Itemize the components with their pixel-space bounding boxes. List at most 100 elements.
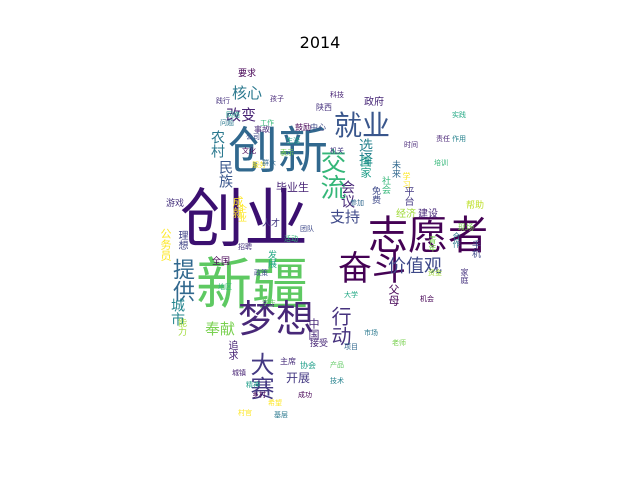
cloud-word: 协会 <box>300 361 316 370</box>
cloud-word: 作用 <box>452 135 466 143</box>
cloud-word: 实践 <box>452 111 466 119</box>
cloud-word: 乡村 <box>252 391 266 399</box>
cloud-word: 父母 <box>387 284 400 306</box>
cloud-word: 孩子 <box>270 95 284 103</box>
cloud-word: 免费 <box>370 186 380 204</box>
cloud-word: 经济 <box>396 209 416 220</box>
cloud-word: 支持 <box>330 208 361 226</box>
cloud-word: 会议 <box>339 180 355 208</box>
cloud-word: 全国 <box>212 257 231 267</box>
cloud-word: 机会 <box>420 295 434 303</box>
cloud-word: 现场 <box>458 223 474 232</box>
cloud-word: 老师 <box>392 339 406 347</box>
cloud-word: 机关 <box>330 147 344 155</box>
cloud-word: 核心 <box>232 84 263 102</box>
cloud-word: 企业 <box>236 204 246 222</box>
cloud-word: 人才 <box>262 219 281 229</box>
cloud-word: 行动 <box>328 306 352 346</box>
cloud-word: 学生 <box>262 299 276 307</box>
cloud-word: 志愿者 <box>368 213 488 259</box>
cloud-word: 改变 <box>226 106 257 124</box>
cloud-word: 公务员 <box>159 228 172 261</box>
cloud-word: 践行 <box>216 97 230 105</box>
cloud-word: 帮助 <box>466 201 485 211</box>
cloud-word: 学习 <box>402 172 411 188</box>
cloud-word: 活动 <box>284 235 298 243</box>
cloud-word: 创业 <box>180 183 308 257</box>
cloud-word: 大学 <box>344 291 358 299</box>
cloud-word: 接受 <box>310 339 329 349</box>
cloud-word: 奉献 <box>205 320 236 338</box>
cloud-word: 创新 <box>228 122 328 180</box>
cloud-word: 理想 <box>176 230 187 250</box>
cloud-word: 项目 <box>344 343 358 351</box>
cloud-word: 网络 <box>226 111 240 119</box>
cloud-word: 政府 <box>364 97 384 108</box>
cloud-word: 地区 <box>218 283 232 291</box>
cloud-word: 时间 <box>404 141 418 149</box>
cloud-word: 要求 <box>238 69 257 79</box>
cloud-word: 市场 <box>364 329 378 337</box>
cloud-word: 村官 <box>238 409 252 417</box>
cloud-word: 鼓励 <box>295 123 311 132</box>
cloud-word: 民族 <box>217 160 233 188</box>
cloud-word: 科技 <box>330 91 344 99</box>
cloud-word: 基层 <box>274 411 288 419</box>
cloud-word: 手机 <box>470 240 480 258</box>
cloud-word: 政策 <box>254 269 268 277</box>
cloud-word: 问题 <box>220 119 234 127</box>
cloud-word: 游戏 <box>166 199 185 209</box>
cloud-word: 招聘 <box>238 243 252 251</box>
cloud-word: 平台 <box>402 186 413 206</box>
cloud-word: 文化 <box>242 147 256 155</box>
cloud-word: 群众 <box>262 159 276 167</box>
cloud-word: 未来 <box>390 160 400 178</box>
cloud-word: 奋斗 <box>338 249 406 289</box>
cloud-word: 提供 <box>169 258 194 302</box>
cloud-word: 社会 <box>380 176 390 194</box>
cloud-word: 发展 <box>266 250 276 268</box>
cloud-word: 农村 <box>209 130 225 158</box>
cloud-word: 青年 <box>428 236 437 252</box>
cloud-word: 价值观 <box>388 256 442 277</box>
cloud-word: 事故 <box>254 125 270 134</box>
cloud-word: 中国 <box>307 318 320 340</box>
cloud-word: 建设 <box>418 209 438 220</box>
cloud-word: 选择 <box>357 138 373 166</box>
cloud-word: 希望 <box>268 399 282 407</box>
cloud-word: 责任 <box>436 135 450 143</box>
cloud-word: 精神 <box>246 381 260 389</box>
cloud-word: 表示 <box>280 149 294 157</box>
cloud-word: 追求 <box>226 340 237 360</box>
cloud-word: 城市 <box>169 298 185 326</box>
cloud-word: 中心 <box>310 123 326 132</box>
cloud-word: 合作 <box>452 232 461 248</box>
cloud-word: 新疆 <box>196 253 308 318</box>
cloud-word: 资金 <box>428 269 442 277</box>
cloud-word: 技术 <box>330 377 344 385</box>
cloud-word: 大赛 <box>246 352 274 400</box>
cloud-word: 生活 <box>286 137 300 145</box>
cloud-word: 城镇 <box>232 369 246 377</box>
cloud-word: 陕西 <box>316 103 332 112</box>
cloud-word: 工作 <box>260 119 274 127</box>
cloud-word: 梦想 <box>238 297 315 341</box>
cloud-word: 就业 <box>334 109 391 142</box>
cloud-word: 成功 <box>298 391 312 399</box>
cloud-word: 家庭 <box>460 268 469 284</box>
cloud-word: 能力 <box>176 318 186 336</box>
cloud-word: 团队 <box>300 225 314 233</box>
cloud-word: 服务 <box>252 161 266 169</box>
cloud-word: 培训 <box>434 159 448 167</box>
cloud-word: 公司 <box>246 133 260 141</box>
cloud-word: 毕业生 <box>276 181 309 194</box>
cloud-word: 主席 <box>280 357 296 366</box>
cloud-word: 成就 <box>231 196 244 218</box>
cloud-title: 2014 <box>299 33 341 52</box>
cloud-word: 开展 <box>286 371 311 385</box>
cloud-word: 交流 <box>316 148 346 200</box>
cloud-word: 国家 <box>359 156 372 178</box>
cloud-word: 产品 <box>330 361 344 369</box>
cloud-word: 参加 <box>350 199 364 207</box>
